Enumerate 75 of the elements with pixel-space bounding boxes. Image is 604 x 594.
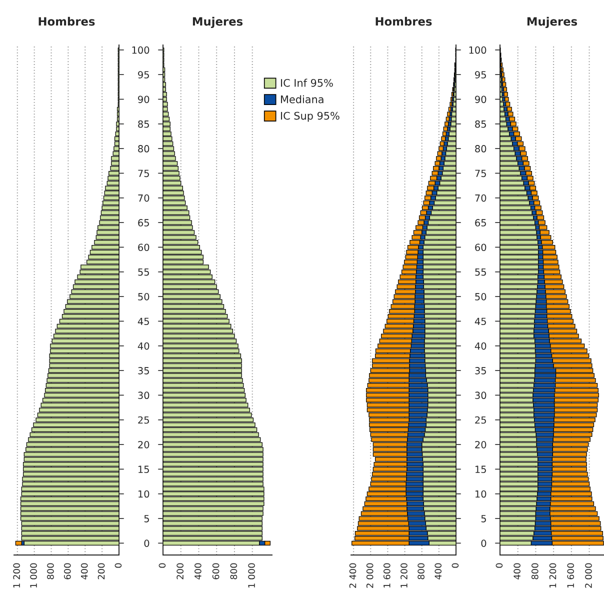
y-tick-label: 95 xyxy=(475,71,486,78)
x-tick-label: 0 xyxy=(452,563,459,568)
x-tick-label: 2 000 xyxy=(585,563,592,588)
x-tick-label: 800 xyxy=(230,563,238,580)
y-tick-label: 75 xyxy=(138,170,149,178)
legend-label: IC Inf 95% xyxy=(281,78,333,87)
y-tick-label: 70 xyxy=(475,194,486,202)
y-tick-label: 80 xyxy=(475,145,486,152)
y-tick-label: 15 xyxy=(476,466,486,474)
y-tick-label: 20 xyxy=(475,440,486,448)
x-tick-label: 400 xyxy=(514,563,520,580)
x-tick-label: 600 xyxy=(212,563,220,580)
x-tick-label: 0 xyxy=(114,563,122,568)
y-tick-label: 90 xyxy=(475,96,486,104)
y-tick-label: 25 xyxy=(475,416,486,424)
y-tick-label: 60 xyxy=(475,244,486,252)
y-tick-label: 50 xyxy=(138,293,150,300)
y-tick-label: 70 xyxy=(138,194,150,202)
x-tick-label: 800 xyxy=(532,563,538,580)
y-tick-label: 55 xyxy=(475,268,486,276)
x-tick-label: 1 600 xyxy=(567,563,574,588)
y-tick-label: 35 xyxy=(138,367,149,374)
x-tick-label: 0 xyxy=(158,563,166,568)
x-tick-label: 1 600 xyxy=(384,563,390,588)
x-tick-label: 2 400 xyxy=(349,563,356,588)
x-tick-label: 400 xyxy=(434,563,442,580)
x-tick-label: 1 000 xyxy=(30,563,37,588)
y-tick-label: 20 xyxy=(138,440,150,448)
y-tick-label: 35 xyxy=(475,367,486,374)
x-tick-label: 1 000 xyxy=(248,563,255,588)
y-tick-label: 30 xyxy=(475,392,486,400)
x-tick-label: 800 xyxy=(418,563,424,580)
y-tick-label: 30 xyxy=(138,392,150,400)
y-tick-label: 40 xyxy=(474,342,486,350)
x-tick-label: 0 xyxy=(496,563,503,568)
y-tick-label: 100 xyxy=(132,46,150,54)
y-tick-label: 55 xyxy=(138,268,149,276)
y-tick-label: 60 xyxy=(138,244,150,252)
chart-title: Hombres xyxy=(376,16,432,26)
y-tick-label: 85 xyxy=(475,120,486,128)
y-tick-label: 10 xyxy=(476,490,486,498)
y-tick-label: 50 xyxy=(475,293,486,300)
y-tick-label: 0 xyxy=(144,540,150,547)
y-tick-label: 100 xyxy=(469,46,486,54)
x-tick-label: 1 200 xyxy=(400,563,408,588)
y-tick-label: 5 xyxy=(481,515,486,522)
x-tick-label: 800 xyxy=(47,563,54,580)
x-tick-label: 400 xyxy=(194,563,202,580)
y-tick-label: 75 xyxy=(475,170,486,178)
y-tick-label: 65 xyxy=(138,219,149,226)
y-tick-label: 80 xyxy=(138,145,150,152)
x-tick-label: 1 200 xyxy=(549,563,556,588)
y-tick-label: 95 xyxy=(138,71,149,78)
chart-title: Mujeres xyxy=(527,16,578,28)
chart-title: Mujeres xyxy=(192,16,243,28)
x-tick-label: 400 xyxy=(80,563,88,580)
y-tick-label: 15 xyxy=(138,466,149,474)
x-tick-label: 200 xyxy=(98,563,105,580)
y-tick-label: 45 xyxy=(474,318,486,326)
y-tick-label: 65 xyxy=(475,219,486,226)
x-tick-label: 200 xyxy=(176,563,184,580)
y-tick-label: 25 xyxy=(138,416,149,424)
y-tick-label: 40 xyxy=(138,342,150,350)
legend-label: IC Sup 95% xyxy=(281,112,340,122)
y-tick-label: 5 xyxy=(144,515,149,522)
x-tick-label: 600 xyxy=(64,563,71,580)
y-tick-label: 0 xyxy=(481,540,486,547)
y-tick-label: 45 xyxy=(138,318,149,326)
x-tick-label: 2 000 xyxy=(366,563,374,588)
y-tick-label: 85 xyxy=(138,120,149,128)
y-tick-label: 90 xyxy=(138,96,150,104)
x-tick-label: 1 200 xyxy=(13,563,20,588)
y-tick-label: 10 xyxy=(138,490,150,498)
chart-title: Hombres xyxy=(38,16,95,26)
legend-label: Mediana xyxy=(281,95,324,104)
